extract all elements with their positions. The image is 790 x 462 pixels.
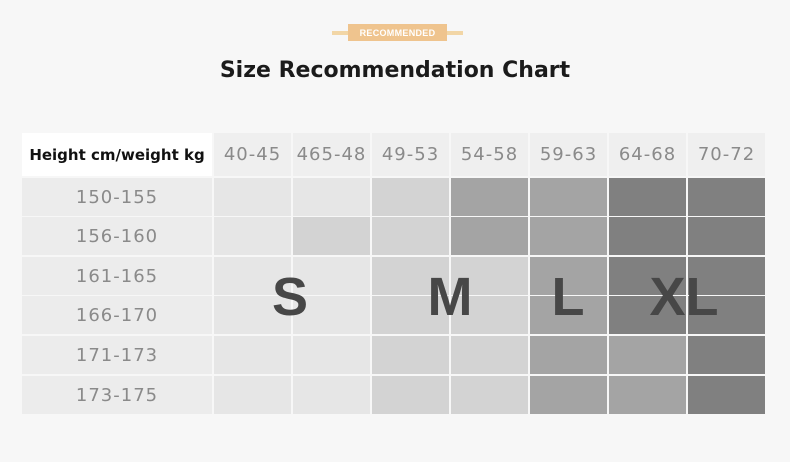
size-cell [688, 336, 765, 374]
size-cell [293, 336, 370, 374]
weight-header-54-58: 54-58 [451, 133, 528, 176]
size-cell [293, 257, 370, 295]
height-row-173-175: 173-175 [22, 376, 212, 414]
size-cell [688, 178, 765, 216]
size-cell [530, 336, 607, 374]
recommended-badge: RECOMMENDED [332, 24, 463, 41]
height-row-150-155: 150-155 [22, 178, 212, 216]
size-cell [293, 296, 370, 334]
size-cell [372, 178, 449, 216]
size-cell [372, 217, 449, 255]
size-cell [372, 296, 449, 334]
badge-label: RECOMMENDED [348, 24, 447, 41]
size-cell [609, 296, 686, 334]
size-cell [688, 296, 765, 334]
weight-header-40-45: 40-45 [214, 133, 291, 176]
size-cell [293, 178, 370, 216]
size-cell [530, 217, 607, 255]
page-title: Size Recommendation Chart [219, 58, 571, 83]
size-label-m: M [427, 267, 473, 327]
weight-header-49-53: 49-53 [372, 133, 449, 176]
size-cell [530, 376, 607, 414]
size-cell [451, 257, 528, 295]
size-cell [688, 217, 765, 255]
weight-header-465-48: 465-48 [293, 133, 370, 176]
size-cell [609, 336, 686, 374]
size-cell [451, 376, 528, 414]
size-label-s: S [271, 267, 309, 327]
height-row-161-165: 161-165 [22, 257, 212, 295]
size-cell [530, 296, 607, 334]
size-cell [214, 217, 291, 255]
size-cell [609, 376, 686, 414]
size-cell [214, 376, 291, 414]
size-cell [214, 178, 291, 216]
size-cell [530, 178, 607, 216]
size-cell [372, 336, 449, 374]
size-cell [214, 336, 291, 374]
weight-header-70-72: 70-72 [688, 133, 765, 176]
size-cell [609, 217, 686, 255]
size-table: Height cm/weight kg 40-45 465-48 49-53 54-5… [22, 133, 766, 416]
table-header-label: Height cm/weight kg [22, 133, 212, 176]
size-label-xl: XL [649, 267, 719, 327]
height-row-171-173: 171-173 [22, 336, 212, 374]
height-row-166-170: 166-170 [22, 296, 212, 334]
size-cell [688, 257, 765, 295]
size-cell [372, 376, 449, 414]
size-cell [451, 178, 528, 216]
size-cell [688, 376, 765, 414]
size-label-l: L [551, 267, 585, 327]
weight-header-64-68: 64-68 [609, 133, 686, 176]
size-cell [530, 257, 607, 295]
size-cell [609, 178, 686, 216]
height-row-156-160: 156-160 [22, 217, 212, 255]
size-cell [293, 217, 370, 255]
size-cell [293, 376, 370, 414]
size-cell [214, 257, 291, 295]
size-cell [451, 296, 528, 334]
size-cell [451, 336, 528, 374]
size-cell [609, 257, 686, 295]
size-cell [451, 217, 528, 255]
weight-header-59-63: 59-63 [530, 133, 607, 176]
size-cell [214, 296, 291, 334]
size-cell [372, 257, 449, 295]
